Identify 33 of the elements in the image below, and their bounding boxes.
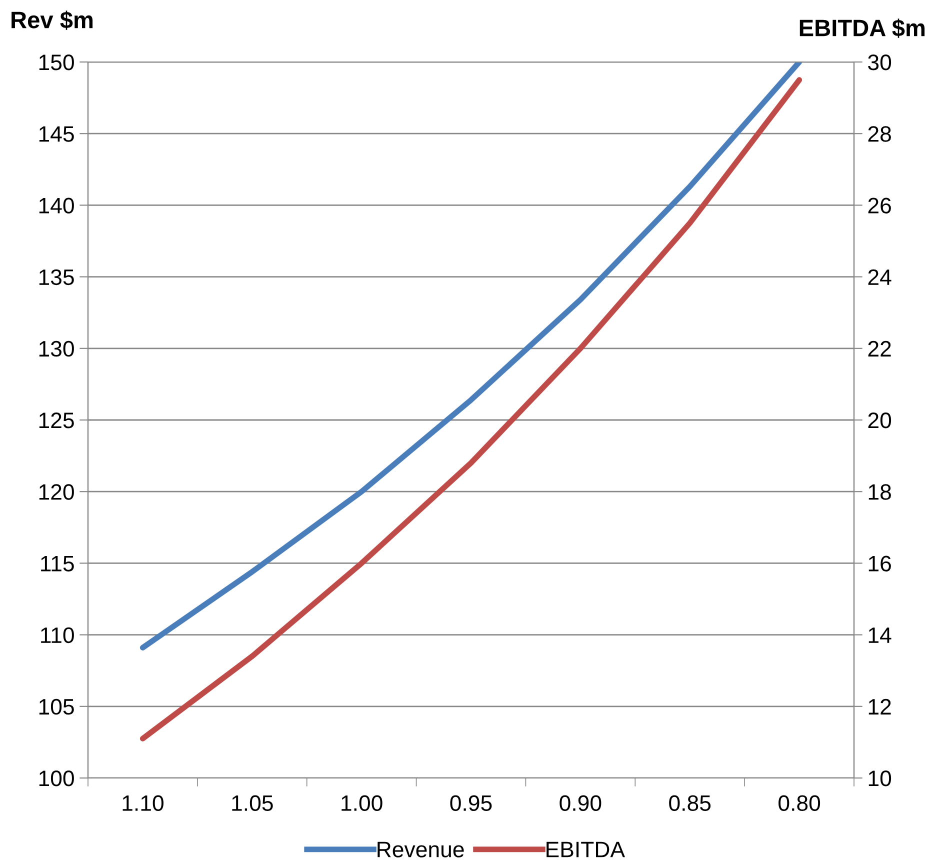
y-tick-label: 105 bbox=[39, 698, 74, 715]
y2-tick-label: 18 bbox=[868, 484, 891, 500]
y2-axis-title: EBITDA $m bbox=[800, 18, 925, 38]
y2-tick-label: 22 bbox=[868, 340, 891, 356]
y-axis-title: Rev $m bbox=[12, 10, 93, 30]
y2-tick-label: 20 bbox=[868, 412, 892, 428]
x-tick-label: 1.00 bbox=[342, 795, 382, 811]
x-tick-label: 1.10 bbox=[122, 795, 164, 811]
x-tick-label: 0.95 bbox=[450, 795, 492, 811]
x-tick-label: 0.80 bbox=[778, 795, 820, 811]
y-tick-label: 135 bbox=[39, 269, 74, 286]
y2-tick-label: 10 bbox=[868, 770, 892, 786]
x-tick-label: 0.90 bbox=[560, 795, 602, 811]
y-tick-label: 110 bbox=[41, 627, 74, 644]
y-tick-label: 150 bbox=[39, 54, 74, 70]
y2-tick-label: 16 bbox=[868, 556, 891, 572]
y-tick-label: 100 bbox=[39, 770, 74, 786]
y2-tick-label: 12 bbox=[868, 698, 891, 714]
y2-tick-label: 14 bbox=[868, 628, 892, 643]
y-tick-label: 120 bbox=[39, 484, 74, 500]
legend-label: EBITDA bbox=[546, 842, 626, 858]
y-tick-label: 115 bbox=[41, 556, 74, 572]
legend-label: Revenue bbox=[378, 842, 464, 858]
y-tick-label: 140 bbox=[39, 198, 74, 214]
x-tick-label: 0.85 bbox=[669, 795, 711, 811]
y2-tick-label: 28 bbox=[868, 126, 891, 142]
y-tick-label: 130 bbox=[39, 340, 74, 357]
y2-tick-label: 30 bbox=[868, 54, 892, 70]
y2-tick-label: 24 bbox=[868, 269, 892, 285]
y2-tick-label: 26 bbox=[868, 198, 891, 214]
y-tick-label: 145 bbox=[39, 126, 74, 142]
x-tick-label: 1.05 bbox=[232, 795, 273, 811]
y-tick-label: 125 bbox=[39, 412, 74, 428]
